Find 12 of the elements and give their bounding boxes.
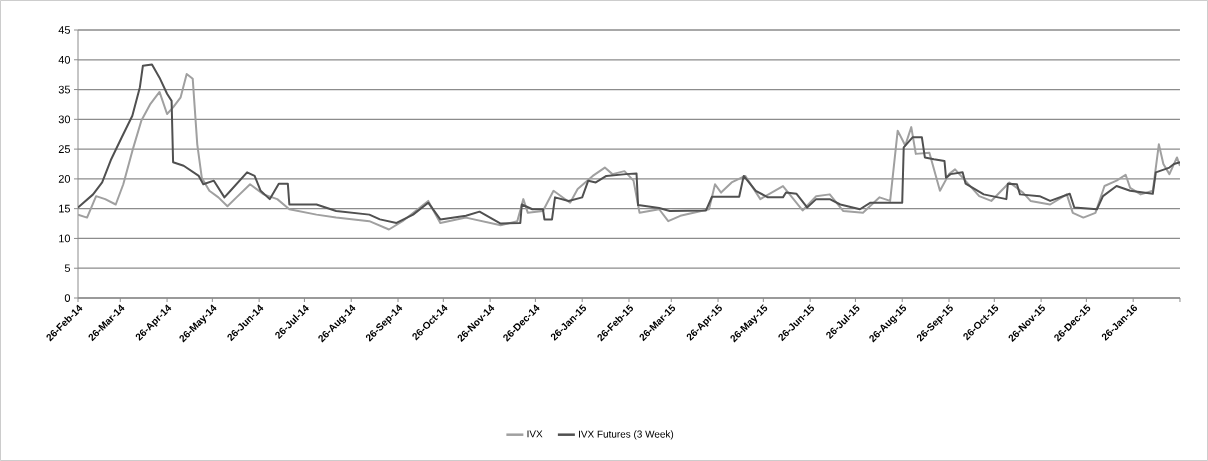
y-tick-label: 5	[64, 264, 71, 273]
y-tick-label: 45	[58, 26, 71, 34]
y-tick-label: 20	[58, 175, 71, 183]
y-tick-label: 30	[58, 115, 71, 124]
y-tick-label: 40	[58, 55, 71, 64]
y-tick-label: 0	[64, 294, 71, 302]
legend-label: IVX	[527, 430, 543, 438]
y-tick-label: 10	[59, 234, 71, 243]
legend-label: IVX Futures (3 Week)	[579, 430, 674, 440]
y-tick-label: 15	[59, 204, 71, 213]
y-tick-label: 25	[58, 145, 71, 153]
y-tick-label: 35	[58, 85, 71, 94]
